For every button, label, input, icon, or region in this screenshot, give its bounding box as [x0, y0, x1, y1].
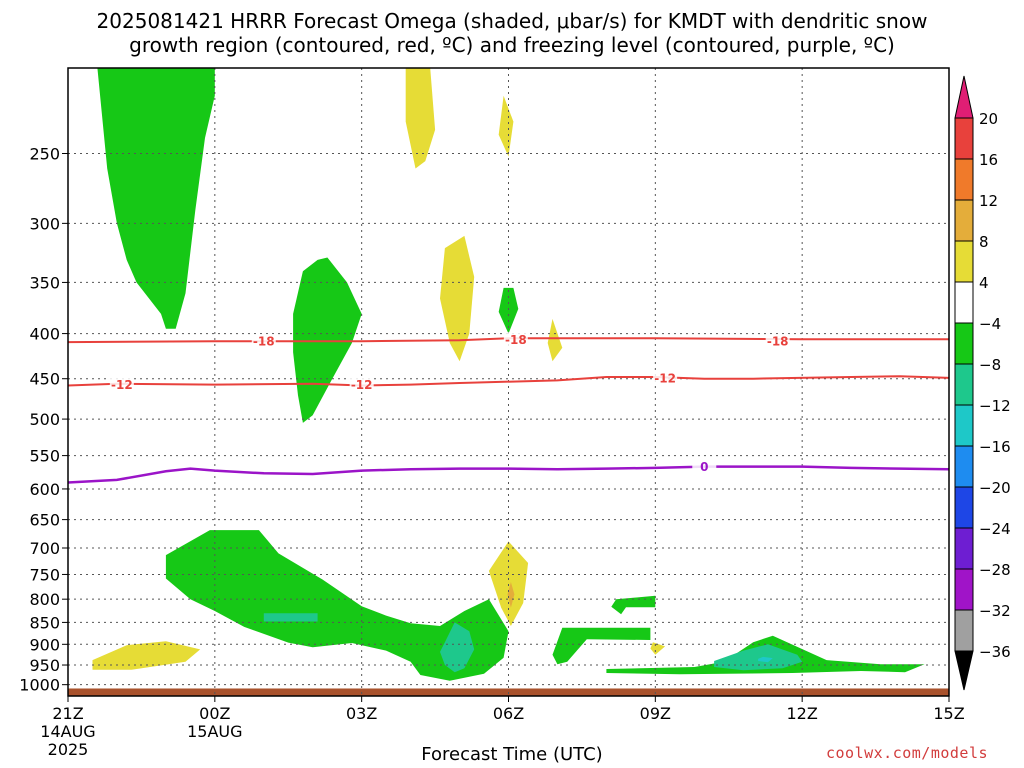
- colorbar-top-arrow: [954, 75, 974, 119]
- x-tick-label: 15AUG: [187, 722, 242, 741]
- colorbar-label: −36: [979, 643, 1011, 661]
- y-tick-label: 450: [29, 370, 60, 389]
- y-tick-label: 900: [29, 635, 60, 654]
- colorbar-label: 20: [979, 110, 998, 128]
- omega-region-2: [498, 287, 519, 334]
- y-tick-label: 950: [29, 656, 60, 675]
- colorbar-label: 16: [979, 151, 998, 169]
- y-tick-label: 700: [29, 539, 60, 558]
- x-tick-label: 2025: [48, 740, 89, 759]
- dgz-contour-0-label-bg: [251, 334, 276, 349]
- y-tick-label: 750: [29, 565, 60, 584]
- y-tick-label: 400: [29, 325, 60, 344]
- chart-title-line-1: 2025081421 HRRR Forecast Omega (shaded, …: [96, 9, 928, 33]
- colorbar-label: −16: [979, 438, 1011, 456]
- colorbar-label: −24: [979, 520, 1011, 538]
- dgz-contour-0-label-bg: [765, 334, 790, 349]
- omega-region-11: [405, 68, 436, 169]
- dgz-contour-1-label: -12: [654, 371, 676, 385]
- x-tick-label: 15Z: [933, 704, 964, 723]
- colorbar-label: −4: [979, 315, 1001, 333]
- colorbar-label: −8: [979, 356, 1001, 374]
- y-tick-label: 650: [29, 511, 60, 530]
- y-tick-label: 350: [29, 273, 60, 292]
- omega-region-13: [440, 235, 475, 362]
- dgz-contour-1-label-bg: [653, 370, 678, 385]
- omega-region-15: [488, 541, 529, 626]
- dgz-contour-1-label-bg: [349, 377, 374, 392]
- omega-region-18: [507, 582, 515, 608]
- dgz-contour-0-label: -18: [767, 335, 789, 349]
- colorbar-label: 4: [979, 274, 989, 292]
- dgz-contour-1-label: -12: [351, 378, 373, 392]
- y-tick-label: 1000: [19, 676, 60, 695]
- freezing-level-contour-label: 0: [700, 460, 708, 474]
- x-tick-label: 00Z: [199, 704, 230, 723]
- plot-area: -18 -18 -18 -12 -12 -12 0: [68, 68, 949, 696]
- x-tick-label: 06Z: [493, 704, 524, 723]
- freezing-level-contour-line: [68, 465, 949, 484]
- y-tick-label: 250: [29, 144, 60, 163]
- colorbar-segment: [954, 117, 974, 160]
- omega-region-7: [263, 613, 318, 622]
- omega-region-5: [611, 595, 656, 615]
- colorbar-segment: [954, 281, 974, 324]
- dgz-contour-0-label-bg: [503, 332, 528, 347]
- omega-region-9: [714, 644, 803, 671]
- x-tick-label: 12Z: [787, 704, 818, 723]
- colorbar-label: −12: [979, 397, 1011, 415]
- colorbar-segment: [954, 404, 974, 447]
- x-tick-label: 03Z: [346, 704, 377, 723]
- y-tick-label: 850: [29, 613, 60, 632]
- colorbar-segment: [954, 199, 974, 242]
- x-tick-label: 21Z: [52, 704, 83, 723]
- colorbar-label: −20: [979, 479, 1011, 497]
- omega-region-0: [97, 68, 215, 329]
- colorbar-segment: [954, 568, 974, 611]
- dgz-contour-1-label-bg: [109, 377, 134, 392]
- omega-region-12: [498, 95, 514, 157]
- y-tick-label: 500: [29, 410, 60, 429]
- y-tick-label: 800: [29, 590, 60, 609]
- colorbar-label: −28: [979, 561, 1011, 579]
- colorbar-segment: [954, 363, 974, 406]
- colorbar-label: −32: [979, 602, 1011, 620]
- dgz-contour-0-label: -18: [253, 335, 275, 349]
- y-tick-label: 550: [29, 447, 60, 466]
- y-tick-label: 600: [29, 480, 60, 499]
- dgz-contour-1-label: -12: [111, 378, 133, 392]
- site-credit: coolwx.com/models: [826, 744, 989, 762]
- colorbar-segment: [954, 240, 974, 283]
- omega-region-1: [293, 257, 362, 423]
- colorbar-label: 8: [979, 233, 989, 251]
- freezing-level-contour-label-bg: [692, 459, 717, 474]
- dgz-contour-0-label: -18: [505, 333, 527, 347]
- omega-region-14: [547, 318, 563, 362]
- omega-region-16: [650, 642, 666, 655]
- omega-region-10: [758, 656, 773, 663]
- y-tick-label: 300: [29, 214, 60, 233]
- omega-region-4: [552, 627, 651, 665]
- colorbar-segment: [954, 609, 974, 652]
- omega-region-8: [440, 622, 475, 673]
- colorbar-segment: [954, 322, 974, 365]
- colorbar-segment: [954, 445, 974, 488]
- colorbar-segment: [954, 486, 974, 529]
- omega-region-3: [165, 530, 509, 681]
- chart-title-line-2: growth region (contoured, red, ºC) and f…: [129, 33, 895, 57]
- x-tick-label: 09Z: [640, 704, 671, 723]
- x-tick-label: 14AUG: [40, 722, 95, 741]
- omega-region-17: [92, 641, 201, 670]
- dgz-contour-1-line: [68, 375, 949, 387]
- colorbar-bottom-arrow: [954, 650, 974, 691]
- colorbar-segment: [954, 158, 974, 201]
- colorbar-label: 12: [979, 192, 998, 210]
- colorbar-segment: [954, 527, 974, 570]
- x-axis-title: Forecast Time (UTC): [421, 744, 603, 765]
